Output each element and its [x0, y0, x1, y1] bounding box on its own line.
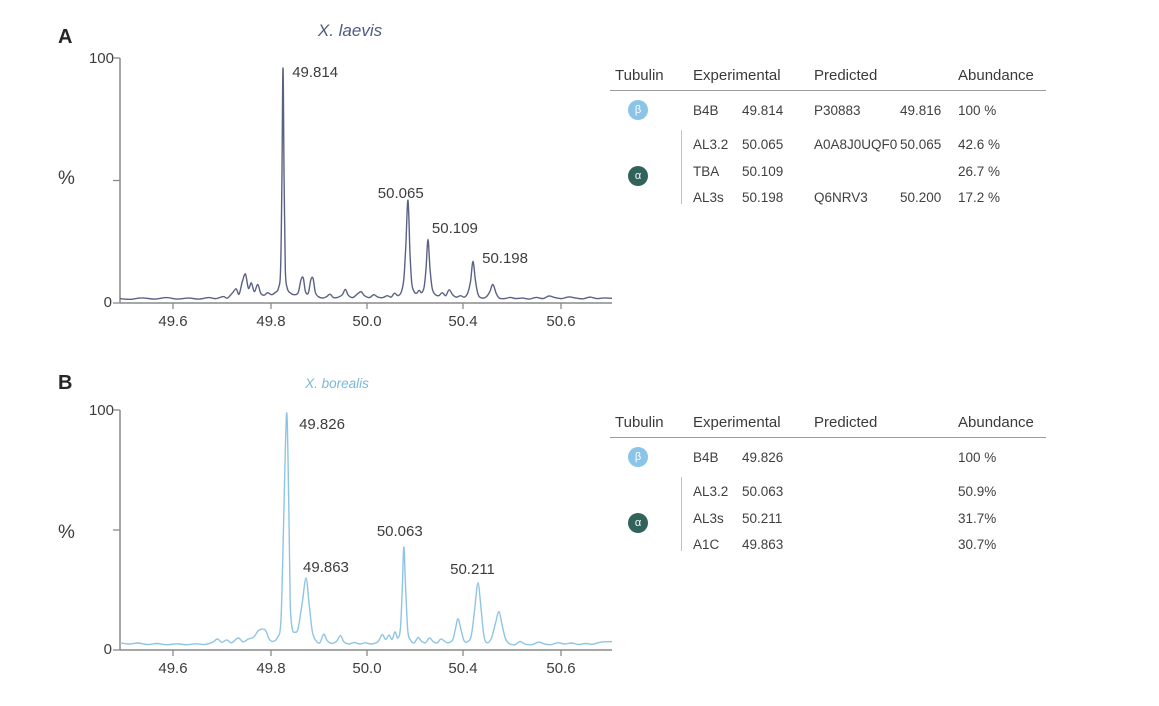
x-axis-tick-label: 50.6	[546, 313, 576, 330]
alpha-group-divider	[681, 477, 682, 551]
peak-mass-label: 50.211	[450, 560, 495, 578]
x-axis-tick-label: 49.6	[158, 660, 188, 677]
alpha-tubulin-badge: α	[628, 166, 648, 186]
table-cell-experimental: 49.814	[742, 103, 784, 118]
panel-b-letter: B	[58, 372, 73, 394]
peak-mass-label: 50.109	[431, 219, 478, 237]
table-header-predicted: Predicted	[814, 67, 878, 84]
y-axis-max-label: 100	[88, 50, 114, 67]
y-axis-unit-label: %	[58, 168, 75, 189]
table-cell-abundance: 50.9%	[958, 484, 997, 499]
peak-mass-label: 49.814	[292, 63, 339, 81]
x-axis-tick-label: 49.6	[158, 313, 188, 330]
peak-mass-label: 50.065	[377, 184, 424, 202]
table-cell-experimental: 50.198	[742, 190, 784, 205]
table-cell-name: AL3.2	[693, 484, 729, 499]
table-cell-abundance: 26.7 %	[958, 164, 1001, 179]
x-axis-tick-label: 50.6	[546, 660, 576, 677]
beta-tubulin-badge: β	[628, 447, 648, 467]
alpha-group-divider	[681, 130, 682, 204]
spectrum-trace	[119, 412, 613, 646]
alpha-tubulin-badge: α	[628, 513, 648, 533]
table-cell-name: B4B	[693, 450, 719, 465]
table-cell-predicted_value: 50.065	[900, 137, 942, 152]
table-cell-abundance: 100 %	[958, 103, 997, 118]
table-cell-abundance: 31.7%	[958, 511, 997, 526]
table-cell-predicted_id: Q6NRV3	[814, 190, 868, 205]
table-cell-abundance: 100 %	[958, 450, 997, 465]
table-cell-abundance: 17.2 %	[958, 190, 1001, 205]
panel-b: B X. borealis 100 % 0 Tubulin Experiment…	[0, 352, 1159, 706]
table-cell-name: TBA	[693, 164, 720, 179]
table-cell-abundance: 30.7%	[958, 537, 997, 552]
table-cell-experimental: 49.863	[742, 537, 784, 552]
panel-a-letter: A	[58, 26, 73, 48]
x-axis-tick-label: 50.0	[352, 313, 382, 330]
x-axis-tick-label: 50.0	[352, 660, 382, 677]
chart-title-x-laevis: X. laevis	[317, 21, 383, 40]
table-cell-predicted_value: 50.200	[900, 190, 942, 205]
table-cell-experimental: 49.826	[742, 450, 784, 465]
table-cell-name: AL3.2	[693, 137, 729, 152]
y-axis-unit-label: %	[58, 522, 75, 543]
mass-spectrum-plot	[113, 409, 613, 656]
beta-tubulin-badge: β	[628, 100, 648, 120]
y-axis-min-label: 0	[103, 641, 112, 658]
table-cell-experimental: 50.065	[742, 137, 784, 152]
y-axis-min-label: 0	[103, 294, 112, 311]
table-cell-predicted_id: P30883	[814, 103, 861, 118]
tubulin-table-a: Tubulin Experimental Predicted Abundance…	[610, 63, 1046, 218]
y-axis-max-label: 100	[88, 402, 114, 419]
table-header-experimental: Experimental	[693, 67, 781, 84]
table-cell-predicted_value: 49.816	[900, 103, 942, 118]
table-cell-name: AL3s	[693, 190, 724, 205]
peak-mass-label: 49.826	[299, 416, 345, 433]
table-cell-predicted_id: A0A8J0UQF0	[814, 137, 898, 152]
x-axis-tick-label: 50.4	[448, 660, 478, 677]
table-cell-abundance: 42.6 %	[958, 137, 1001, 152]
table-header-underline	[610, 90, 1046, 91]
table-cell-experimental: 50.109	[742, 164, 784, 179]
table-cell-experimental: 50.063	[742, 484, 784, 499]
table-header-tubulin: Tubulin	[615, 67, 664, 84]
peak-mass-label: 50.063	[376, 523, 423, 541]
table-header-experimental: Experimental	[693, 414, 781, 431]
peak-mass-label: 50.198	[482, 250, 528, 268]
table-header-abundance: Abundance	[958, 67, 1034, 84]
table-header-abundance: Abundance	[958, 414, 1034, 431]
table-header-tubulin: Tubulin	[615, 414, 664, 431]
mass-spectrum-plot	[113, 57, 613, 309]
x-axis-tick-label: 50.4	[448, 313, 478, 330]
table-cell-name: A1C	[693, 537, 720, 552]
table-header-predicted: Predicted	[814, 414, 878, 431]
table-header-underline	[610, 437, 1046, 438]
x-axis-tick-label: 49.8	[256, 660, 286, 677]
spectrum-trace	[119, 67, 613, 301]
table-cell-name: B4B	[693, 103, 719, 118]
chart-title-x-borealis: X. borealis	[305, 376, 369, 391]
table-cell-name: AL3s	[693, 511, 724, 526]
panel-a: A X. laevis 100 % 0 Tubulin Experimental…	[0, 0, 1159, 352]
table-cell-experimental: 50.211	[742, 511, 783, 526]
tubulin-table-b: Tubulin Experimental Predicted Abundance…	[610, 410, 1046, 565]
x-axis-tick-label: 49.8	[256, 313, 286, 330]
peak-mass-label: 49.863	[303, 558, 349, 576]
